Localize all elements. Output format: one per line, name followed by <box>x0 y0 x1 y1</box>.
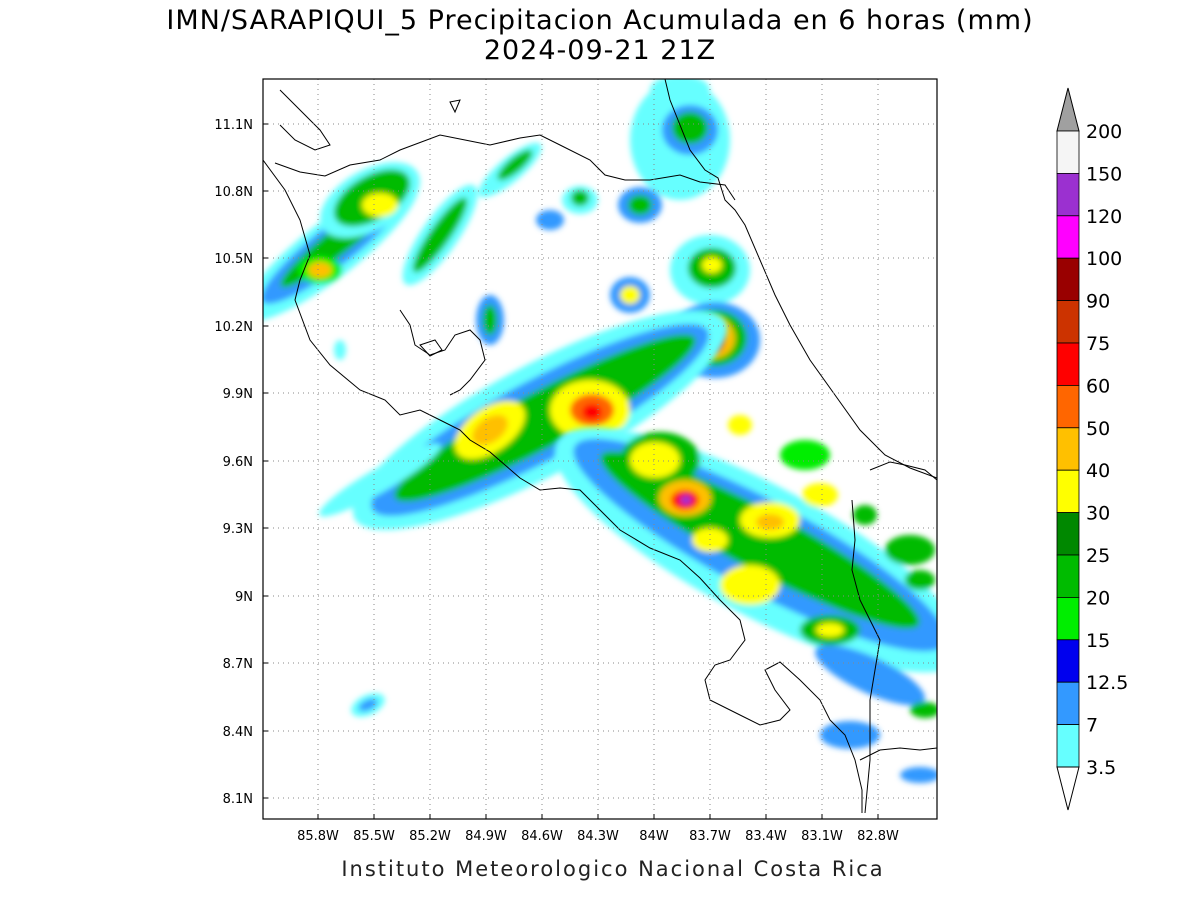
lon-tick-label: 84.9W <box>465 829 507 844</box>
legend-label: 60 <box>1086 375 1110 397</box>
legend-label: 3.5 <box>1086 757 1116 779</box>
nicoya-gulf <box>399 309 486 396</box>
lat-tick-label: 10.2N <box>214 320 253 335</box>
lon-tick-label: 83.7W <box>689 829 731 844</box>
lat-tick-label: 9.9N <box>223 387 253 402</box>
legend-swatch <box>1056 342 1080 386</box>
lake-nicaragua <box>279 89 331 151</box>
lon-tick-label: 83.1W <box>801 829 843 844</box>
nicoya-inset <box>419 339 443 357</box>
axis-ticks: 85.8W 85.5W 85.2W 84.9W 84.6W 84.3W 84W 83.7W 83… <box>214 118 899 844</box>
coastline <box>263 79 937 814</box>
legend-swatch <box>1056 639 1080 683</box>
legend-label: 7 <box>1086 715 1098 737</box>
precipitation-field <box>263 79 937 783</box>
legend-swatch <box>1056 427 1080 471</box>
lon-tick-label: 85.5W <box>353 829 395 844</box>
legend-label: 30 <box>1086 503 1110 525</box>
lon-tick-label: 85.2W <box>409 829 451 844</box>
legend-label: 40 <box>1086 460 1110 482</box>
legend-label: 25 <box>1086 545 1110 567</box>
legend-label: 100 <box>1086 248 1122 270</box>
map-title-line2: 2024-09-21 21Z <box>483 35 717 66</box>
legend-swatch <box>1056 597 1080 641</box>
map-frame <box>262 78 938 820</box>
legend-label: 15 <box>1086 630 1110 652</box>
legend-swatch <box>1056 215 1080 259</box>
lat-tick-label: 8.1N <box>223 792 253 807</box>
legend-label: 75 <box>1086 333 1110 355</box>
map-title-line1: IMN/SARAPIQUI_5 Precipitacion Acumulada … <box>166 5 1034 36</box>
panama-pacific <box>859 747 937 761</box>
legend-swatch <box>1056 469 1080 514</box>
legend-swatch <box>1056 300 1080 344</box>
pacific-coast-north <box>263 159 863 813</box>
legend-swatch <box>1056 724 1080 768</box>
lat-tick-label: 10.8N <box>214 185 253 200</box>
legend-label: 90 <box>1086 291 1110 313</box>
lon-tick-label: 84W <box>639 829 669 844</box>
legend-label: 12.5 <box>1086 672 1128 694</box>
legend-swatch <box>1056 384 1080 429</box>
panama-border <box>851 499 881 814</box>
lat-tick-label: 9.6N <box>223 455 253 470</box>
color-legend: 200 150 120 100 90 75 60 50 40 30 25 20 15 12.5 7 3.5 <box>1056 87 1128 811</box>
lat-tick-label: 8.4N <box>223 725 253 740</box>
legend-swatch <box>1056 681 1080 726</box>
lon-tick-label: 85.8W <box>297 829 339 844</box>
panama-coast <box>869 461 937 481</box>
lat-tick-label: 8.7N <box>223 657 253 672</box>
island <box>449 99 461 114</box>
caribbean-coast <box>664 79 937 479</box>
precip-cell-pacific <box>334 340 385 717</box>
nicaragua-border <box>274 134 736 201</box>
legend-arrow-top <box>1056 87 1080 132</box>
lon-tick-label: 82.8W <box>857 829 899 844</box>
lat-tick-label: 11.1N <box>214 118 253 133</box>
lat-tick-label: 10.5N <box>214 252 253 267</box>
lon-tick-label: 84.3W <box>577 829 619 844</box>
legend-swatch <box>1056 257 1080 302</box>
lon-tick-label: 83.4W <box>745 829 787 844</box>
lat-tick-label: 9.3N <box>223 522 253 537</box>
legend-label: 20 <box>1086 587 1110 609</box>
lon-tick-label: 84.6W <box>521 829 563 844</box>
legend-arrow-bottom <box>1056 766 1080 811</box>
precip-band-central <box>319 295 728 530</box>
legend-swatch <box>1056 172 1080 217</box>
legend-label: 150 <box>1086 163 1122 185</box>
legend-swatch <box>1056 130 1080 174</box>
legend-swatch <box>1056 512 1080 556</box>
map-footer: Instituto Meteorologico Nacional Costa R… <box>341 857 885 881</box>
legend-swatch <box>1056 554 1080 598</box>
legend-label: 50 <box>1086 418 1110 440</box>
legend-label: 200 <box>1086 121 1122 143</box>
graticule <box>263 79 937 819</box>
lat-tick-label: 9N <box>235 590 253 605</box>
legend-label: 120 <box>1086 206 1122 228</box>
precip-band-southeast <box>554 415 937 783</box>
